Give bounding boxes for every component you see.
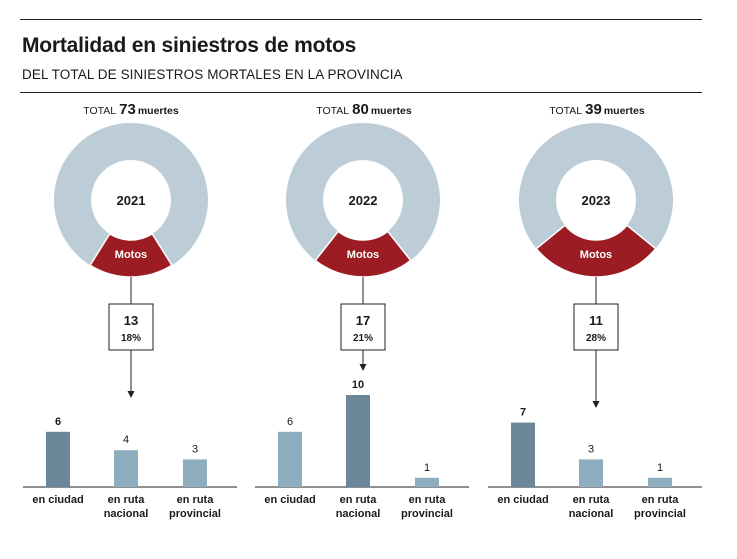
donut-year-label: 2021 xyxy=(117,193,146,208)
bar-value-label: 6 xyxy=(287,416,293,428)
motos-count-box xyxy=(340,303,386,351)
motos-percent-value: 28% xyxy=(586,333,606,344)
bar-category-label: nacional xyxy=(104,508,149,520)
page-subtitle: DEL TOTAL DE SINIESTROS MORTALES EN LA P… xyxy=(22,67,403,82)
bar-category-label: en ruta xyxy=(573,494,611,506)
total-2022: TOTAL 80 muertes xyxy=(284,101,444,118)
motos-percent-value: 21% xyxy=(353,333,373,344)
total-label: TOTAL xyxy=(549,105,583,117)
bar-category-label: en ciudad xyxy=(497,494,548,506)
bar-2022-0 xyxy=(278,431,302,487)
total-label: TOTAL xyxy=(316,105,350,117)
donut-motos-slice-2023 xyxy=(535,224,657,278)
bar-2022-2 xyxy=(415,477,439,487)
total-value: 80 xyxy=(352,101,369,118)
bar-2021-2 xyxy=(183,459,207,487)
bar-2023-2 xyxy=(648,477,672,487)
bar-category-label: provincial xyxy=(169,508,221,520)
donut-motos-slice-2021 xyxy=(89,232,173,278)
total-value: 73 xyxy=(119,101,136,118)
bar-value-label: 10 xyxy=(352,379,364,391)
header-rule xyxy=(20,92,702,93)
bar-category-label: en ciudad xyxy=(32,494,83,506)
motos-slice-label: Motos xyxy=(580,249,612,261)
bar-category-label: en ciudad xyxy=(264,494,315,506)
bar-value-label: 7 xyxy=(520,407,526,419)
total-2021: TOTAL 73 muertes xyxy=(51,101,211,118)
total-unit: muertes xyxy=(370,105,412,117)
total-unit: muertes xyxy=(603,105,645,117)
bar-category-label: nacional xyxy=(569,508,614,520)
motos-count-box xyxy=(573,303,619,351)
bar-value-label: 1 xyxy=(424,462,430,474)
bar-category-label: en ruta xyxy=(340,494,378,506)
donut-motos-slice-2022 xyxy=(314,230,412,278)
bar-category-label: en ruta xyxy=(642,494,680,506)
bar-2021-1 xyxy=(114,450,138,487)
bar-category-label: nacional xyxy=(336,508,381,520)
total-unit: muertes xyxy=(137,105,179,117)
bar-2022-1 xyxy=(346,395,370,487)
arrow-head xyxy=(127,391,135,398)
motos-count-value: 11 xyxy=(589,313,603,328)
motos-percent-value: 18% xyxy=(121,333,141,344)
motos-count-value: 13 xyxy=(124,313,138,328)
donut-year-label: 2022 xyxy=(349,193,378,208)
donut-rest-2021 xyxy=(53,123,208,266)
bar-value-label: 3 xyxy=(192,443,198,455)
bar-category-label: provincial xyxy=(401,508,453,520)
donut-rest-2023 xyxy=(519,123,673,249)
bar-category-label: en ruta xyxy=(177,494,215,506)
total-label: TOTAL xyxy=(83,105,117,117)
bar-2023-1 xyxy=(579,459,603,487)
bar-category-label: provincial xyxy=(634,508,686,520)
bar-2021-0 xyxy=(46,431,70,487)
donut-year-label: 2023 xyxy=(582,193,611,208)
motos-slice-label: Motos xyxy=(115,249,147,261)
arrow-head xyxy=(359,364,367,371)
bar-value-label: 4 xyxy=(123,434,129,446)
motos-slice-label: Motos xyxy=(347,249,379,261)
bar-value-label: 6 xyxy=(55,416,61,428)
page-title: Mortalidad en siniestros de motos xyxy=(22,34,357,57)
bar-category-label: en ruta xyxy=(108,494,146,506)
arrow-head xyxy=(592,401,600,408)
total-2023: TOTAL 39 muertes xyxy=(517,101,677,118)
bar-category-label: en ruta xyxy=(409,494,447,506)
motos-count-box xyxy=(108,303,154,351)
bar-value-label: 3 xyxy=(588,443,594,455)
bar-2023-0 xyxy=(511,422,535,487)
total-value: 39 xyxy=(585,101,602,118)
bar-value-label: 1 xyxy=(657,462,663,474)
donut-rest-2022 xyxy=(285,122,440,261)
motos-count-value: 17 xyxy=(356,313,370,328)
top-rule xyxy=(20,19,702,20)
